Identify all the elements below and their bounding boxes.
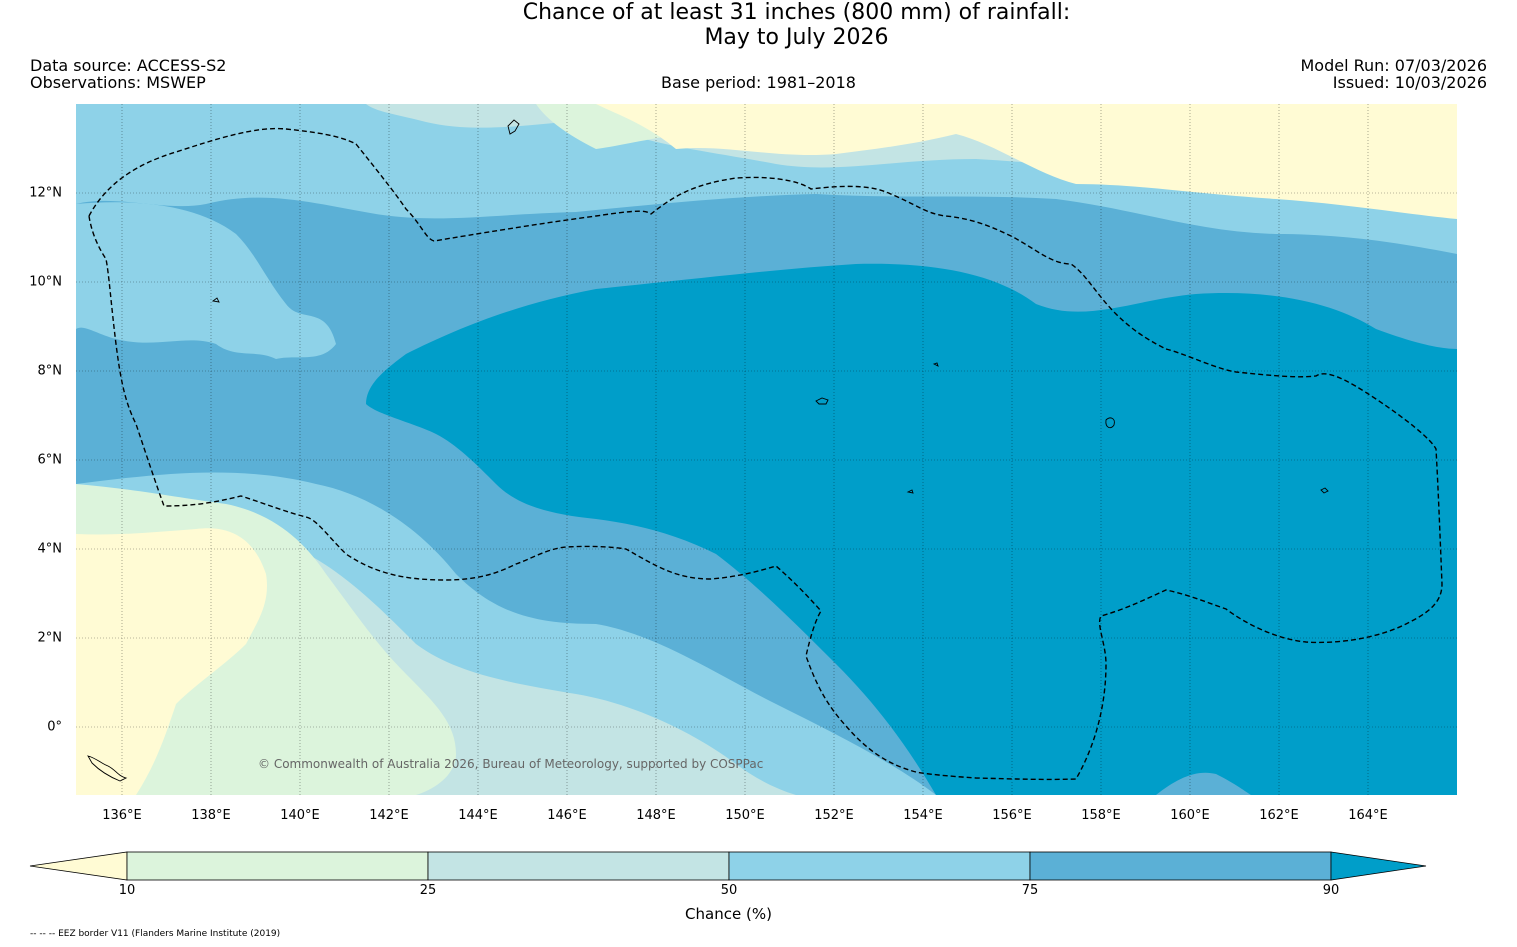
colorbar-tick-label: 25 bbox=[419, 883, 437, 898]
lat-label: 10°N bbox=[29, 274, 62, 290]
rainfall-probability-map bbox=[76, 104, 1457, 795]
lon-label: 146°E bbox=[547, 808, 587, 823]
band-below-10-north bbox=[596, 104, 1457, 219]
lon-label: 140°E bbox=[280, 808, 320, 823]
lon-label: 162°E bbox=[1259, 808, 1299, 823]
island-guam bbox=[507, 119, 520, 135]
lat-label: 6°N bbox=[37, 452, 63, 468]
colorbar-extend-high bbox=[1330, 851, 1427, 881]
lon-label: 138°E bbox=[191, 808, 231, 823]
lat-label: 4°N bbox=[37, 541, 63, 557]
lon-label: 160°E bbox=[1170, 808, 1210, 823]
eez-border bbox=[88, 127, 1443, 781]
lon-label: 148°E bbox=[636, 808, 676, 823]
band-50-75-west bbox=[76, 202, 336, 359]
model-run: Model Run: 07/03/2026 bbox=[1300, 56, 1488, 75]
colorbar-segment bbox=[427, 851, 730, 881]
eez-note: -- -- -- EEZ border V11 (Flanders Marine… bbox=[30, 929, 281, 939]
lon-label: 152°E bbox=[814, 808, 854, 823]
lon-label: 154°E bbox=[903, 808, 943, 823]
colorbar bbox=[29, 851, 1427, 881]
map-title: Chance of at least 31 inches (800 mm) of… bbox=[522, 0, 1071, 50]
island-new-guinea-tip bbox=[87, 755, 128, 782]
colorbar-tick-label: 50 bbox=[720, 883, 738, 898]
lon-label: 142°E bbox=[369, 808, 409, 823]
lon-label: 136°E bbox=[102, 808, 142, 823]
lon-label: 158°E bbox=[1081, 808, 1121, 823]
colorbar-segment bbox=[1029, 851, 1332, 881]
lat-label: 0° bbox=[47, 719, 62, 735]
colorbar-title: Chance (%) bbox=[685, 905, 772, 923]
issued-date: Issued: 10/03/2026 bbox=[1332, 73, 1487, 92]
lat-label: 2°N bbox=[37, 630, 63, 646]
colorbar-tick-label: 75 bbox=[1021, 883, 1039, 898]
band-75-90-south-east bbox=[1156, 772, 1251, 795]
lon-label: 156°E bbox=[992, 808, 1032, 823]
colorbar-tick-label: 10 bbox=[118, 883, 136, 898]
band-below-10-south bbox=[76, 528, 267, 795]
colorbar-tick-label: 90 bbox=[1322, 883, 1340, 898]
lon-label: 144°E bbox=[458, 808, 498, 823]
base-period: Base period: 1981–2018 bbox=[661, 73, 856, 92]
colorbar-segment bbox=[728, 851, 1031, 881]
islands bbox=[87, 119, 1329, 782]
data-source: Data source: ACCESS-S2 bbox=[30, 56, 227, 75]
lat-label: 8°N bbox=[37, 363, 63, 379]
lat-label: 12°N bbox=[29, 185, 62, 201]
band-above-90-core bbox=[366, 263, 1457, 795]
colorbar-extend-low bbox=[29, 851, 128, 881]
lon-label: 164°E bbox=[1348, 808, 1388, 823]
copyright-notice: © Commonwealth of Australia 2026, Bureau… bbox=[258, 757, 764, 771]
observations: Observations: MSWEP bbox=[30, 73, 206, 92]
lon-label: 150°E bbox=[725, 808, 765, 823]
graticule bbox=[76, 104, 1457, 795]
colorbar-segment bbox=[126, 851, 429, 881]
